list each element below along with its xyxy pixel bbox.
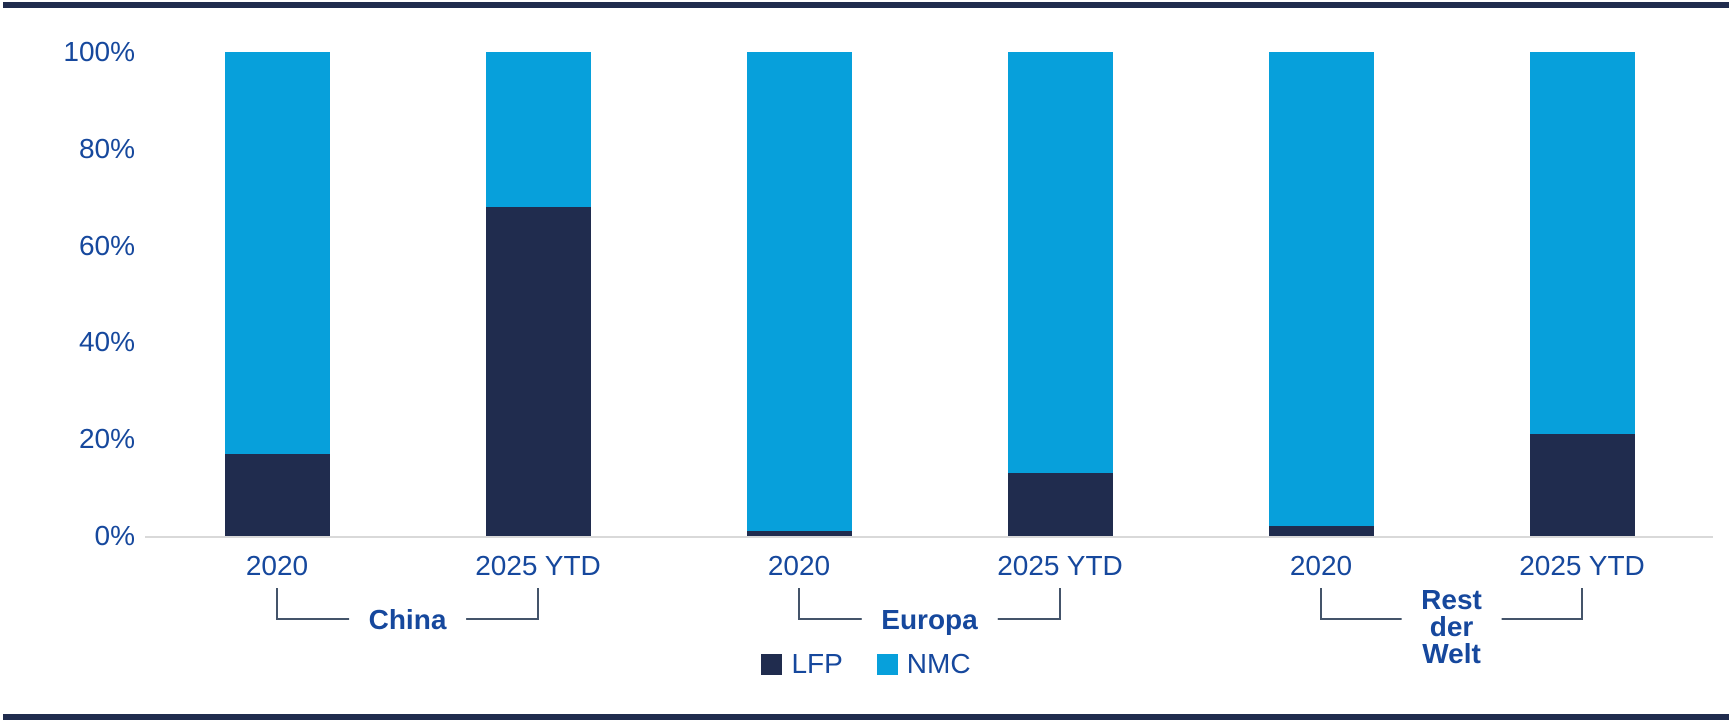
group-bracket-vertical — [1059, 588, 1061, 620]
group-bracket-vertical — [276, 588, 278, 620]
group-label-europa: Europa — [861, 603, 998, 635]
bar-segment-nmc — [746, 52, 852, 531]
bar-segment-lfp — [1007, 473, 1113, 536]
x-axis-category-label: 2020 — [245, 550, 309, 581]
legend-item-lfp: LFP — [761, 648, 843, 680]
bar-segment-lfp — [1529, 434, 1635, 536]
bar-segment-lfp — [1268, 526, 1374, 536]
group-label-line: China — [368, 603, 447, 635]
legend-swatch-nmc — [876, 653, 898, 675]
group-bracket-vertical — [1581, 588, 1583, 620]
bar-segment-lfp — [746, 531, 852, 536]
x-axis-category-label: 2020 — [767, 550, 831, 581]
bar-2020-0 — [224, 52, 330, 536]
y-axis-tick-label: 60% — [78, 229, 135, 261]
y-axis-tick-label: 0% — [94, 520, 135, 551]
legend-swatch-lfp — [761, 653, 783, 675]
x-axis-category-label: 2025 YTD — [997, 550, 1123, 581]
bar-segment-lfp — [224, 454, 330, 536]
x-axis-category-label: 2025 YTD — [1519, 550, 1645, 581]
group-label-line: der — [1429, 611, 1474, 642]
y-axis-tick-label: 40% — [78, 326, 135, 358]
group-label-rest-der-welt: Rest der Welt — [1401, 584, 1502, 669]
legend-label: NMC — [906, 648, 971, 679]
bar-segment-lfp — [485, 207, 591, 536]
bar-segment-nmc — [485, 52, 591, 207]
legend-label: LFP — [791, 648, 843, 679]
top-border-line — [3, 2, 1729, 8]
x-axis-line — [145, 536, 1713, 538]
y-axis-tick-label: 20% — [78, 423, 135, 455]
group-label-line: Welt — [1422, 638, 1481, 669]
group-label-china: China — [348, 603, 467, 635]
x-axis-category-label: 2025 YTD — [475, 550, 601, 581]
bar-segment-nmc — [1529, 52, 1635, 434]
y-axis-tick-label: 80% — [78, 132, 135, 164]
y-axis-tick-label: 100% — [63, 36, 135, 67]
legend-item-nmc: NMC — [876, 648, 971, 680]
bottom-border-line — [3, 714, 1729, 720]
group-bracket-vertical — [537, 588, 539, 620]
x-axis-category-label: 2020 — [1289, 550, 1353, 581]
group-bracket-vertical — [1320, 588, 1322, 620]
bar-2020-4 — [1268, 52, 1374, 536]
group-label-line: Rest — [1421, 584, 1482, 615]
bar-segment-nmc — [1268, 52, 1374, 526]
bar-2025-ytd-5 — [1529, 52, 1635, 536]
bar-2020-2 — [746, 52, 852, 536]
group-bracket-vertical — [798, 588, 800, 620]
chart-legend: LFP NMC — [0, 648, 1732, 680]
bar-2025-ytd-3 — [1007, 52, 1113, 536]
bar-segment-nmc — [224, 52, 330, 454]
bar-2025-ytd-1 — [485, 52, 591, 536]
bar-segment-nmc — [1007, 52, 1113, 473]
group-label-line: Europa — [881, 603, 978, 635]
